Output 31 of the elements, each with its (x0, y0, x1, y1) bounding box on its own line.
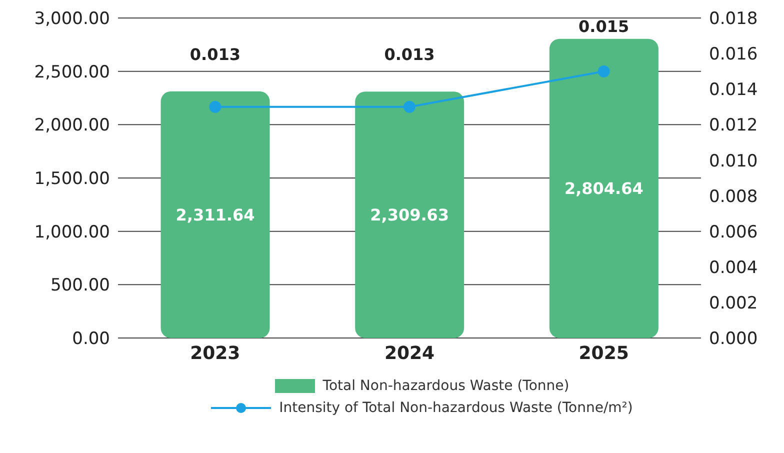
y-tick-label: 2,500.00 (34, 62, 110, 82)
data-label: 0.013 (190, 45, 240, 64)
legend-label: Total Non-hazardous Waste (Tonne) (322, 378, 570, 394)
y2-tick-label: 0.000 (709, 329, 758, 350)
y-tick-label: 1,000.00 (34, 222, 110, 242)
x-tick-label: 2024 (384, 342, 435, 364)
bar (160, 91, 270, 338)
y-tick-label: 2,000.00 (34, 116, 110, 136)
data-label: 0.013 (384, 45, 435, 64)
y2-tick-label: 0.008 (709, 186, 758, 207)
bar (355, 92, 464, 338)
legend-label: Intensity of Total Non-hazardous Waste (Tonne/m²) (279, 400, 633, 416)
y2-tick-label: 0.016 (709, 44, 758, 65)
bar (549, 38, 658, 338)
y-tick-label: 3,000.00 (34, 9, 110, 30)
data-label: 2,804.64 (564, 179, 644, 198)
y2-tick-label: 0.014 (709, 80, 758, 100)
y2-tick-label: 0.010 (709, 151, 758, 172)
y2-tick-label: 0.004 (709, 258, 758, 278)
x-tick-label: 2025 (578, 342, 629, 364)
data-label: 0.015 (578, 17, 630, 36)
y2-tick-label: 0.002 (709, 293, 758, 314)
x-tick-label: 2023 (190, 342, 240, 364)
y2-tick-label: 0.018 (709, 9, 758, 30)
y-tick-label: 1,500.00 (34, 169, 110, 190)
data-label: 2,311.64 (176, 205, 255, 224)
y-tick-label: 500.00 (50, 276, 110, 296)
y2-tick-label: 0.012 (709, 116, 758, 136)
y-tick-label: 0.00 (72, 329, 110, 350)
y2-tick-label: 0.006 (709, 222, 758, 242)
data-label: 2,309.63 (370, 206, 450, 224)
